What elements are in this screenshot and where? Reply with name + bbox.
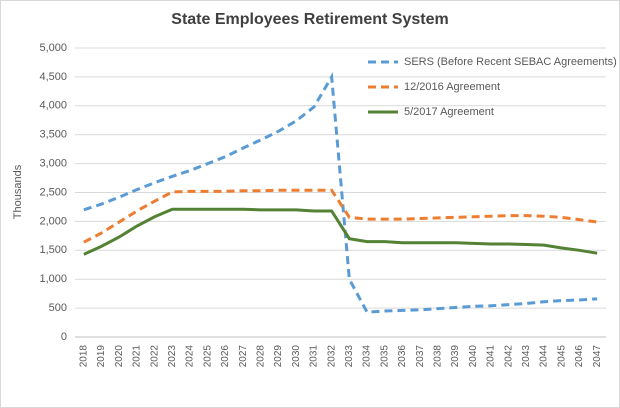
x-tick-label: 2042	[503, 345, 514, 368]
x-tick-label: 2032	[326, 345, 337, 368]
x-tick-label: 2023	[167, 345, 178, 368]
x-tick-label: 2033	[344, 345, 355, 368]
x-tick-label: 2030	[291, 345, 302, 368]
y-axis-label: Thousands	[12, 164, 24, 219]
x-tick-label: 2038	[432, 345, 443, 368]
x-tick-label: 2018	[78, 345, 89, 368]
x-tick-label: 2044	[539, 345, 550, 368]
y-tick-label: 4,000	[39, 100, 67, 112]
x-tick-label: 2031	[309, 345, 320, 368]
legend-label: 12/2016 Agreement	[404, 81, 500, 93]
x-tick-label: 2039	[450, 345, 461, 368]
x-tick-label: 2019	[96, 345, 107, 368]
x-tick-label: 2026	[220, 345, 231, 368]
series-line	[83, 188, 598, 244]
x-tick-label: 2020	[114, 345, 125, 368]
x-tick-label: 2040	[468, 345, 479, 368]
y-tick-label: 500	[49, 302, 67, 314]
x-tick-label: 2047	[592, 345, 603, 368]
x-tick-label: 2022	[149, 345, 160, 368]
x-tick-label: 2028	[255, 345, 266, 368]
y-tick-label: 4,500	[39, 71, 67, 83]
chart-title: State Employees Retirement System	[171, 11, 448, 28]
x-tick-label: 2037	[415, 345, 426, 368]
series-line	[83, 207, 598, 256]
y-tick-label: 3,500	[39, 129, 67, 141]
x-tick-label: 2043	[521, 345, 532, 368]
y-tick-label: 3,000	[39, 158, 67, 170]
y-tick-label: 1,500	[39, 244, 67, 256]
x-tick-label: 2021	[132, 345, 143, 368]
x-tick-label: 2034	[362, 345, 373, 368]
x-tick-label: 2046	[574, 345, 585, 368]
y-tick-label: 2,000	[39, 215, 67, 227]
x-tick-label: 2041	[486, 345, 497, 368]
x-tick-label: 2036	[397, 345, 408, 368]
series-line	[83, 72, 598, 314]
legend-label: 5/2017 Agreement	[404, 106, 494, 118]
y-tick-label: 1,000	[39, 273, 67, 285]
x-tick-label: 2045	[556, 345, 567, 368]
x-tick-label: 2024	[185, 345, 196, 368]
legend-label: SERS (Before Recent SEBAC Agreements)	[404, 56, 617, 68]
y-tick-label: 2,500	[39, 186, 67, 198]
y-tick-label: 5,000	[39, 42, 67, 54]
x-tick-label: 2027	[238, 345, 249, 368]
x-tick-label: 2035	[379, 345, 390, 368]
x-tick-label: 2029	[273, 345, 284, 368]
y-tick-label: 0	[61, 331, 67, 343]
x-tick-label: 2025	[202, 345, 213, 368]
